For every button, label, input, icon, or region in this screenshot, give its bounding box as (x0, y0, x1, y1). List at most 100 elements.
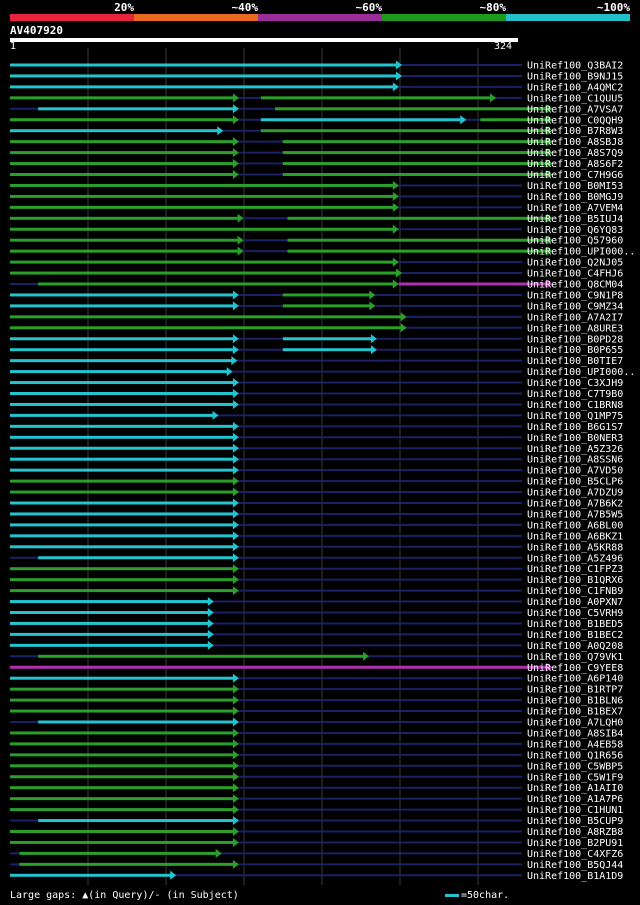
hit-name[interactable]: UniRef100_Q3BAI2 (527, 61, 623, 72)
hit-name[interactable]: UniRef100_Q1MP75 (527, 411, 623, 422)
hit-row[interactable]: UniRef100_C1QUU5 (10, 93, 623, 104)
hit-row[interactable]: UniRef100_A6P140 (10, 673, 623, 685)
hit-name[interactable]: UniRef100_UPI000.. (527, 367, 635, 378)
hit-name[interactable]: UniRef100_C1BRN8 (527, 400, 623, 411)
hit-row[interactable]: UniRef100_A8SSN6 (10, 454, 623, 466)
hit-row[interactable]: UniRef100_B0PD28 (10, 334, 623, 345)
hit-row[interactable]: UniRef100_B2PU91 (10, 837, 623, 849)
hit-row[interactable]: UniRef100_C1FPZ3 (10, 564, 623, 575)
hit-name[interactable]: UniRef100_Q1R656 (527, 750, 623, 761)
hit-row[interactable]: UniRef100_A6BKZ1 (10, 531, 623, 542)
hit-name[interactable]: UniRef100_B0MI53 (527, 181, 623, 192)
hit-row[interactable]: UniRef100_C4XFZ6 (10, 848, 623, 860)
hit-row[interactable]: UniRef100_Q79VK1 (10, 651, 623, 663)
hit-name[interactable]: UniRef100_A5Z496 (527, 553, 623, 564)
hit-row[interactable]: UniRef100_B0P655 (10, 345, 623, 356)
hit-row[interactable]: UniRef100_A8S6F2 (10, 159, 623, 170)
hit-row[interactable]: UniRef100_A7B5W5 (10, 509, 623, 520)
hit-row[interactable]: UniRef100_Q6YQ83 (10, 224, 623, 236)
hit-name[interactable]: UniRef100_B1BEX7 (527, 707, 623, 718)
hit-row[interactable]: UniRef100_A1AII0 (10, 783, 623, 794)
hit-name[interactable]: UniRef100_UPI000.. (527, 247, 635, 258)
hit-row[interactable]: UniRef100_A5Z326 (10, 443, 623, 455)
hit-name[interactable]: UniRef100_A7B6K2 (527, 499, 623, 510)
hit-row[interactable]: UniRef100_Q1MP75 (10, 410, 623, 422)
hit-row[interactable]: UniRef100_B1A1D9 (10, 870, 623, 882)
hit-name[interactable]: UniRef100_B5IUJ4 (527, 214, 623, 225)
hit-row[interactable]: UniRef100_B1RTP7 (10, 684, 623, 696)
hit-row[interactable]: UniRef100_A7LQH0 (10, 717, 623, 729)
hit-name[interactable]: UniRef100_C0QQH9 (527, 115, 623, 126)
hit-name[interactable]: UniRef100_C5VRH9 (527, 608, 623, 619)
hit-row[interactable]: UniRef100_B1BEC2 (10, 629, 623, 641)
hit-row[interactable]: UniRef100_Q2NJ05 (10, 257, 623, 269)
hit-row[interactable]: UniRef100_A4QMC2 (10, 82, 623, 93)
hit-name[interactable]: UniRef100_B1BEC2 (527, 630, 623, 641)
hit-row[interactable]: UniRef100_B1BLN6 (10, 695, 623, 707)
hit-name[interactable]: UniRef100_A7VEM4 (527, 203, 623, 214)
hit-name[interactable]: UniRef100_A8URE3 (527, 323, 623, 334)
hit-name[interactable]: UniRef100_C5WBP5 (527, 761, 623, 772)
hit-row[interactable]: UniRef100_A4EB58 (10, 739, 623, 750)
hit-row[interactable]: UniRef100_C5VRH9 (10, 608, 623, 619)
hit-name[interactable]: UniRef100_A4EB58 (527, 739, 623, 750)
hit-name[interactable]: UniRef100_C5W1F9 (527, 772, 623, 783)
hit-row[interactable]: UniRef100_A8RZB8 (10, 827, 623, 838)
hit-name[interactable]: UniRef100_A7A2I7 (527, 312, 623, 323)
hit-name[interactable]: UniRef100_Q8CM04 (527, 280, 623, 291)
hit-row[interactable]: UniRef100_B7R8W3 (10, 126, 623, 137)
hit-name[interactable]: UniRef100_C1HUN1 (527, 805, 623, 816)
hit-name[interactable]: UniRef100_C1FNB9 (527, 586, 623, 597)
hit-row[interactable]: UniRef100_C9YEE8 (10, 662, 623, 674)
hit-name[interactable]: UniRef100_B5QJ44 (527, 860, 623, 871)
hit-name[interactable]: UniRef100_A4QMC2 (527, 82, 623, 93)
hit-name[interactable]: UniRef100_Q2NJ05 (527, 258, 623, 269)
hit-name[interactable]: UniRef100_C4XFZ6 (527, 849, 623, 860)
hit-name[interactable]: UniRef100_B7R8W3 (527, 126, 623, 137)
hit-row[interactable]: UniRef100_C5WBP5 (10, 761, 623, 772)
hit-row[interactable]: UniRef100_A8SIB4 (10, 728, 623, 739)
hit-row[interactable]: UniRef100_B1QRX6 (10, 575, 623, 586)
hit-name[interactable]: UniRef100_A5KR88 (527, 542, 623, 553)
hit-name[interactable]: UniRef100_Q79VK1 (527, 652, 623, 663)
hit-row[interactable]: UniRef100_A0PXN7 (10, 597, 623, 608)
hit-row[interactable]: UniRef100_C0QQH9 (10, 115, 623, 126)
hit-row[interactable]: UniRef100_B5CLP6 (10, 476, 623, 488)
hit-row[interactable]: UniRef100_A7DZU9 (10, 487, 623, 499)
hit-name[interactable]: UniRef100_C9N1P8 (527, 290, 623, 301)
hit-name[interactable]: UniRef100_B1QRX6 (527, 575, 623, 586)
hit-row[interactable]: UniRef100_A7VEM4 (10, 202, 623, 214)
hit-row[interactable]: UniRef100_Q57960 (10, 235, 623, 247)
hit-name[interactable]: UniRef100_A1A7P6 (527, 794, 623, 805)
hit-name[interactable]: UniRef100_B1BED5 (527, 619, 623, 630)
hit-row[interactable]: UniRef100_B5IUJ4 (10, 213, 623, 225)
hit-row[interactable]: UniRef100_UPI000.. (10, 367, 635, 378)
hit-row[interactable]: UniRef100_Q8CM04 (10, 279, 623, 291)
hit-name[interactable]: UniRef100_C7T9B0 (527, 389, 623, 400)
hit-name[interactable]: UniRef100_B1A1D9 (527, 871, 623, 882)
hit-name[interactable]: UniRef100_B0P655 (527, 345, 623, 356)
hit-name[interactable]: UniRef100_A8SBJ8 (527, 137, 623, 148)
hit-name[interactable]: UniRef100_A1AII0 (527, 783, 623, 794)
hit-row[interactable]: UniRef100_C1BRN8 (10, 399, 623, 411)
hit-name[interactable]: UniRef100_B0TIE7 (527, 356, 623, 367)
hit-name[interactable]: UniRef100_C9MZ34 (527, 301, 623, 312)
hit-row[interactable]: UniRef100_A5Z496 (10, 553, 623, 564)
hit-name[interactable]: UniRef100_A6BL00 (527, 520, 623, 531)
hit-name[interactable]: UniRef100_A6P140 (527, 674, 623, 685)
hit-name[interactable]: UniRef100_C7H9G6 (527, 170, 623, 181)
hit-row[interactable]: UniRef100_A6BL00 (10, 520, 623, 531)
hit-name[interactable]: UniRef100_B5CUP9 (527, 816, 623, 827)
hit-row[interactable]: UniRef100_C7H9G6 (10, 170, 623, 181)
hit-row[interactable]: UniRef100_A8URE3 (10, 323, 623, 334)
hit-row[interactable]: UniRef100_Q3BAI2 (10, 60, 623, 72)
hit-row[interactable]: UniRef100_B0MI53 (10, 180, 623, 192)
hit-row[interactable]: UniRef100_B9NJ15 (10, 71, 623, 82)
hit-name[interactable]: UniRef100_A0PXN7 (527, 597, 623, 608)
hit-name[interactable]: UniRef100_A8SIB4 (527, 728, 623, 739)
hit-name[interactable]: UniRef100_A7DZU9 (527, 488, 623, 499)
hit-name[interactable]: UniRef100_A7B5W5 (527, 509, 623, 520)
hit-row[interactable]: UniRef100_A8S7Q9 (10, 148, 623, 159)
hit-name[interactable]: UniRef100_B2PU91 (527, 838, 623, 849)
hit-row[interactable]: UniRef100_B0TIE7 (10, 356, 623, 367)
